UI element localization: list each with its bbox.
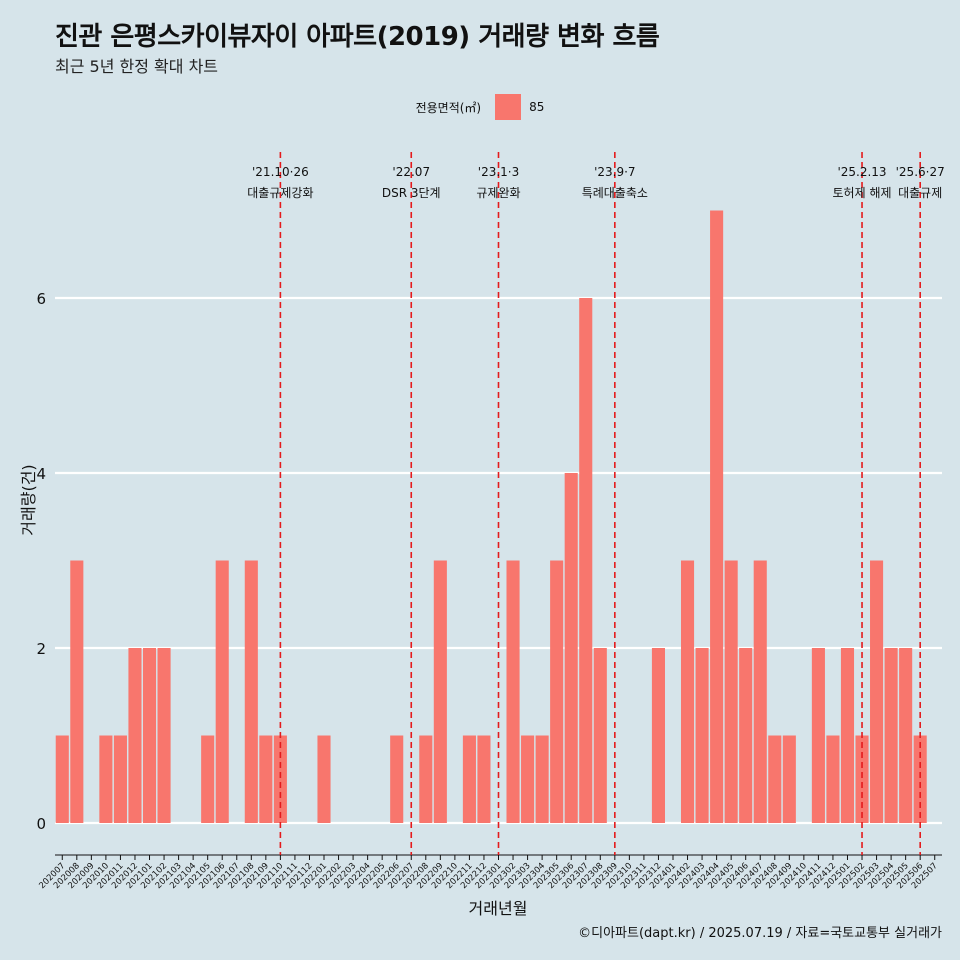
bar xyxy=(550,560,564,823)
bar xyxy=(884,648,898,823)
event-label: 대출규제 xyxy=(898,186,942,200)
bar xyxy=(855,735,869,823)
bar xyxy=(462,735,476,823)
bar xyxy=(535,735,549,823)
y-tick-label: 4 xyxy=(36,465,46,483)
bar xyxy=(201,735,215,823)
legend-title: 전용면적(㎡) xyxy=(415,100,482,115)
legend-key-swatch xyxy=(495,94,522,120)
bar xyxy=(913,735,927,823)
bar xyxy=(273,735,287,823)
bar xyxy=(768,735,782,823)
bar xyxy=(710,210,724,823)
bar xyxy=(579,298,593,823)
bar xyxy=(651,648,665,823)
event-date-label: '23.9·7 xyxy=(594,165,635,179)
bar xyxy=(99,735,113,823)
event-label: 규제완화 xyxy=(476,186,520,200)
bar xyxy=(259,735,273,823)
bar xyxy=(113,735,127,823)
bar xyxy=(142,648,157,823)
event-date-label: '25.2.13 xyxy=(837,165,886,179)
event-date-label: '25.6·27 xyxy=(896,165,945,179)
y-axis-title: 거래량(건) xyxy=(19,464,38,535)
bar xyxy=(564,473,578,823)
y-tick-label: 0 xyxy=(36,815,46,833)
bar xyxy=(739,648,753,823)
bar xyxy=(811,648,825,823)
bar xyxy=(782,735,796,823)
y-tick-label: 6 xyxy=(36,290,46,308)
legend-entry-label: 85 xyxy=(529,100,545,114)
bar xyxy=(157,648,171,823)
bar xyxy=(419,735,433,823)
x-axis-title: 거래년월 xyxy=(469,899,528,918)
event-date-label: '22.07 xyxy=(392,165,430,179)
chart-subtitle: 최근 5년 한정 확대 차트 xyxy=(55,57,219,76)
bar xyxy=(317,735,331,823)
bar xyxy=(593,648,607,823)
legend: 전용면적(㎡) 85 xyxy=(0,94,960,120)
bar xyxy=(840,648,855,823)
bar xyxy=(55,735,69,823)
y-tick-label: 2 xyxy=(36,640,46,658)
bar xyxy=(70,560,84,823)
bar xyxy=(826,735,840,823)
event-label: 특례대출축소 xyxy=(582,186,648,200)
source-caption: ©디아파트(dapt.kr) / 2025.07.19 / 자료=국토교통부 실… xyxy=(578,926,942,941)
bar xyxy=(128,648,142,823)
bar xyxy=(477,735,491,823)
event-label: DSR 3단계 xyxy=(382,186,441,200)
bar xyxy=(899,648,913,823)
event-label: 대출규제강화 xyxy=(247,186,313,200)
bar xyxy=(724,560,738,823)
bar xyxy=(521,735,535,823)
bar xyxy=(695,648,709,823)
event-date-label: '23.1·3 xyxy=(478,165,519,179)
bar xyxy=(215,560,229,823)
bar xyxy=(390,735,404,823)
bar xyxy=(506,560,520,823)
bar xyxy=(870,560,884,823)
bar xyxy=(753,560,767,823)
event-date-label: '21.10·26 xyxy=(252,165,309,179)
event-label: 토허제 해제 xyxy=(833,186,892,200)
chart-title: 진관 은평스카이뷰자이 아파트(2019) 거래량 변화 흐름 xyxy=(55,22,660,52)
bar xyxy=(680,560,695,823)
bar xyxy=(244,560,258,823)
bar xyxy=(433,560,447,823)
